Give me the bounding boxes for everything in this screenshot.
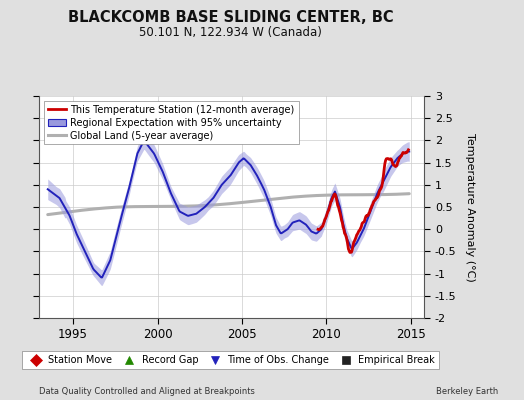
Text: Data Quality Controlled and Aligned at Breakpoints: Data Quality Controlled and Aligned at B… <box>39 387 255 396</box>
Text: 50.101 N, 122.934 W (Canada): 50.101 N, 122.934 W (Canada) <box>139 26 322 39</box>
Y-axis label: Temperature Anomaly (°C): Temperature Anomaly (°C) <box>465 133 475 281</box>
Text: Berkeley Earth: Berkeley Earth <box>435 387 498 396</box>
Legend: This Temperature Station (12-month average), Regional Expectation with 95% uncer: This Temperature Station (12-month avera… <box>44 101 299 144</box>
Legend: Station Move, Record Gap, Time of Obs. Change, Empirical Break: Station Move, Record Gap, Time of Obs. C… <box>22 351 439 369</box>
Text: BLACKCOMB BASE SLIDING CENTER, BC: BLACKCOMB BASE SLIDING CENTER, BC <box>68 10 394 25</box>
